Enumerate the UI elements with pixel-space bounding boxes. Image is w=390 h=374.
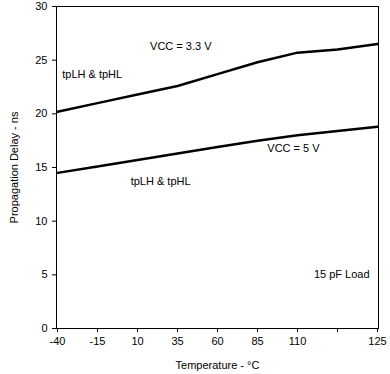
svg-text:VCC = 3.3 V: VCC = 3.3 V: [150, 40, 212, 52]
svg-text:25: 25: [35, 54, 47, 66]
svg-text:tpLH & tpHL: tpLH & tpHL: [62, 68, 122, 80]
svg-text:35: 35: [171, 335, 183, 347]
svg-text:110: 110: [289, 335, 307, 347]
svg-text:30: 30: [35, 0, 47, 12]
svg-text:-15: -15: [90, 335, 106, 347]
svg-text:5: 5: [41, 268, 47, 280]
svg-text:85: 85: [251, 335, 263, 347]
svg-text:0: 0: [41, 322, 47, 334]
svg-text:20: 20: [35, 107, 47, 119]
svg-text:10: 10: [131, 335, 143, 347]
svg-text:VCC = 5 V: VCC = 5 V: [267, 142, 320, 154]
svg-text:15: 15: [35, 161, 47, 173]
svg-text:15 pF Load: 15 pF Load: [314, 268, 370, 280]
svg-text:10: 10: [35, 215, 47, 227]
svg-text:tpLH & tpHL: tpLH & tpHL: [131, 175, 191, 187]
svg-text:60: 60: [211, 335, 223, 347]
svg-text:-40: -40: [50, 335, 66, 347]
svg-text:Temperature - °C: Temperature - °C: [176, 359, 260, 371]
svg-text:Propagation Delay - ns: Propagation Delay - ns: [8, 111, 20, 223]
svg-text:125: 125: [368, 335, 386, 347]
